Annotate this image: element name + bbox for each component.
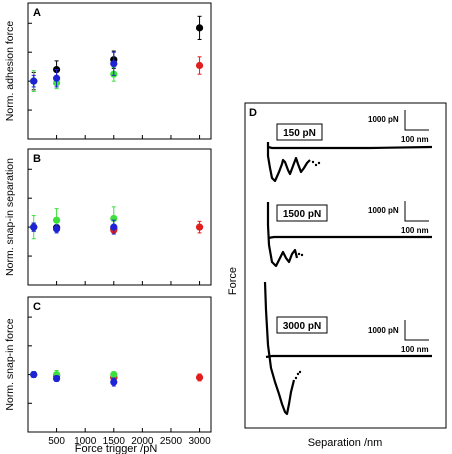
panel-a: A Norm. adhesion force xyxy=(4,2,212,140)
shared-xlabel: Force trigger /pN xyxy=(75,443,158,454)
scalebar-sep-label: 100 nm xyxy=(401,226,429,235)
approach-curve xyxy=(267,235,432,240)
series-green xyxy=(30,66,118,93)
data-point xyxy=(52,374,61,383)
panel-d-xlabel: Separation /nm xyxy=(308,437,383,449)
series-black xyxy=(30,222,118,233)
detach-dots xyxy=(297,252,304,257)
panel-d-frame xyxy=(244,102,447,429)
data-point xyxy=(195,373,204,382)
data-point xyxy=(110,370,118,379)
panel-letter: C xyxy=(33,301,41,313)
series-red xyxy=(195,56,204,75)
x-tick-label: 1500 xyxy=(103,436,126,447)
panel-b: B Norm. snap-in separation xyxy=(4,148,212,286)
retract-curve xyxy=(263,281,296,416)
trace-3000: 3000 pN 1000 pN 100 nm xyxy=(263,281,432,416)
x-tick-label: 2000 xyxy=(131,436,154,447)
series-black xyxy=(30,370,118,382)
data-point xyxy=(52,225,61,233)
scalebar xyxy=(404,201,429,222)
approach-curve xyxy=(267,145,433,150)
panel-d: D Force Separation /nm 150 pN 1000 pN 10… xyxy=(227,102,447,449)
x-tick-label: 1000 xyxy=(74,436,97,447)
y-axis-label: Norm. snap-in separation xyxy=(4,158,16,276)
detach-dots xyxy=(311,160,321,167)
trace-label: 150 pN xyxy=(283,128,316,139)
panel-d-letter: D xyxy=(249,107,257,119)
data-point xyxy=(110,60,118,68)
y-axis-label: Norm. adhesion force xyxy=(4,21,16,122)
scalebar-sep-label: 100 nm xyxy=(401,135,429,144)
series-red xyxy=(110,220,204,234)
plot-frame xyxy=(27,148,212,286)
data-point xyxy=(52,74,61,82)
panel-letter: B xyxy=(33,153,41,165)
series-blue xyxy=(30,51,118,88)
panel-letter: A xyxy=(33,7,41,19)
scalebar-sep-label: 100 nm xyxy=(401,345,429,354)
scalebar-force-label: 1000 pN xyxy=(368,326,399,335)
trace-label: 1500 pN xyxy=(283,209,321,220)
plot-frame xyxy=(27,2,212,140)
trace-label-box xyxy=(276,204,328,222)
approach-curve xyxy=(265,354,432,359)
panel-d-ylabel: Force xyxy=(227,267,239,295)
y-axis-label: Norm. snap-in force xyxy=(4,318,16,410)
series-blue xyxy=(30,219,118,235)
trace-label: 3000 pN xyxy=(283,321,321,332)
data-point xyxy=(30,77,38,85)
data-point xyxy=(52,216,61,224)
series-green xyxy=(30,206,118,240)
plot-frame xyxy=(27,296,212,433)
trace-1500: 1500 pN 1000 pN 100 nm xyxy=(266,201,432,268)
retract-curve xyxy=(266,202,299,268)
trace-150: 150 pN 1000 pN 100 nm xyxy=(266,110,433,183)
series-blue xyxy=(30,370,118,387)
data-point xyxy=(30,223,38,231)
retract-curve xyxy=(266,142,311,183)
panel-c: C Norm. snap-in force 500 1000 1500 2000 2500 3… xyxy=(4,296,212,447)
scalebar xyxy=(404,110,429,131)
data-point xyxy=(195,223,204,231)
x-tick-label: 3000 xyxy=(188,436,211,447)
data-point xyxy=(195,61,204,70)
detach-dots xyxy=(294,370,302,380)
data-point xyxy=(195,24,204,32)
data-point xyxy=(110,378,118,386)
x-tick-label: 500 xyxy=(48,436,65,447)
data-point xyxy=(30,370,38,379)
series-green xyxy=(30,370,118,380)
scalebar-force-label: 1000 pN xyxy=(368,206,399,215)
trace-label-box xyxy=(276,316,328,334)
x-tick-label: 2500 xyxy=(160,436,183,447)
scalebar-force-label: 1000 pN xyxy=(368,115,399,124)
trace-label-box xyxy=(276,123,323,141)
data-point xyxy=(110,223,118,231)
series-red xyxy=(110,373,204,382)
scalebar xyxy=(404,320,429,341)
